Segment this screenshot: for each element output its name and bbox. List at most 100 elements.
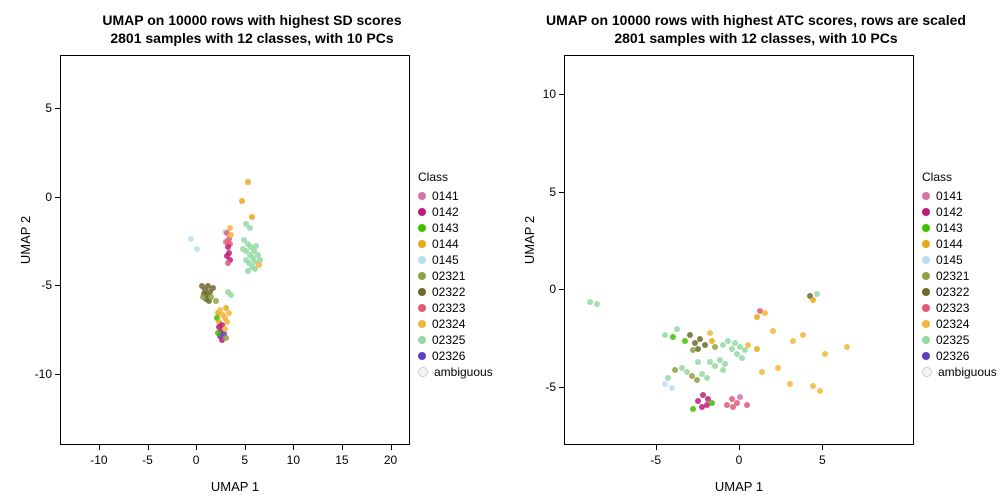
scatter-point <box>744 402 750 408</box>
legend-swatch <box>922 288 930 296</box>
scatter-point <box>674 326 680 332</box>
legend-item: 02325 <box>418 332 493 348</box>
legend-label: 0141 <box>936 189 963 203</box>
scatter-point <box>790 338 796 344</box>
xtick-mark <box>656 445 657 450</box>
legend-item: 02326 <box>922 348 997 364</box>
legend-label: 0141 <box>432 189 459 203</box>
scatter-point <box>223 335 229 341</box>
scatter-point <box>814 291 820 297</box>
scatter-point <box>662 381 668 387</box>
legend-item: 02324 <box>418 316 493 332</box>
scatter-point <box>682 338 688 344</box>
ytick-mark <box>55 285 60 286</box>
legend-label: ambiguous <box>938 365 997 379</box>
legend-swatch <box>418 304 426 312</box>
scatter-point <box>762 310 768 316</box>
xtick-mark <box>196 445 197 450</box>
scatter-point <box>800 332 806 338</box>
legend-swatch <box>922 352 930 360</box>
scatter-point <box>253 243 259 249</box>
legend-item: 0142 <box>418 204 493 220</box>
legend-item: 02322 <box>418 284 493 300</box>
scatter-point <box>770 328 776 334</box>
legend-label: 0143 <box>936 221 963 235</box>
title-left-line1: UMAP on 10000 rows with highest SD score… <box>0 12 504 28</box>
legend-swatch <box>922 304 930 312</box>
ytick-mark <box>559 192 564 193</box>
scatter-point <box>699 404 705 410</box>
xtick-label: -5 <box>650 453 661 467</box>
scatter-point <box>720 367 726 373</box>
ytick-mark <box>559 289 564 290</box>
scatter-point <box>695 359 701 365</box>
xtick-label: 5 <box>819 453 826 467</box>
xtick-mark <box>99 445 100 450</box>
scatter-point <box>662 332 668 338</box>
scatter-point <box>725 338 731 344</box>
ylabel-right: UMAP 2 <box>522 200 537 280</box>
legend-label: 02323 <box>936 301 969 315</box>
scatter-point <box>709 400 715 406</box>
ytick-label: 5 <box>534 185 556 199</box>
legend-swatch <box>922 192 930 200</box>
legend-label: 0145 <box>432 253 459 267</box>
legend-label: 02321 <box>432 269 465 283</box>
legend-item: 02325 <box>922 332 997 348</box>
legend-label: 0142 <box>936 205 963 219</box>
scatter-point <box>754 314 760 320</box>
scatter-point <box>215 330 221 336</box>
legend-label: 02325 <box>432 333 465 347</box>
ytick-label: 5 <box>30 101 52 115</box>
scatter-point <box>687 332 693 338</box>
legend-item: 0144 <box>922 236 997 252</box>
ytick-mark <box>55 108 60 109</box>
scatter-point <box>690 347 696 353</box>
legend-label: 02324 <box>432 317 465 331</box>
xlabel-right: UMAP 1 <box>564 479 914 494</box>
legend-swatch <box>922 208 930 216</box>
legend-swatch <box>922 240 930 248</box>
scatter-point <box>702 342 708 348</box>
scatter-point <box>694 377 700 383</box>
legend-item: 0145 <box>922 252 997 268</box>
legend-swatch <box>418 224 426 232</box>
scatter-point <box>745 342 751 348</box>
legend-item: ambiguous <box>418 364 493 380</box>
scatter-point <box>239 198 245 204</box>
legend-swatch <box>922 224 930 232</box>
xtick-label: 0 <box>193 453 200 467</box>
legend-swatch <box>418 272 426 280</box>
ytick-mark <box>55 374 60 375</box>
xtick-label: -5 <box>142 453 153 467</box>
legend-swatch <box>418 288 426 296</box>
scatter-point <box>775 365 781 371</box>
title-right-line1: UMAP on 10000 rows with highest ATC scor… <box>504 12 1008 28</box>
xtick-label: 0 <box>736 453 743 467</box>
legend-swatch <box>418 256 426 264</box>
scatter-point <box>222 326 228 332</box>
legend-swatch <box>418 208 426 216</box>
scatter-point <box>670 334 676 340</box>
scatter-point <box>226 310 232 316</box>
scatter-point <box>690 406 696 412</box>
scatter-point <box>730 404 736 410</box>
ytick-mark <box>559 94 564 95</box>
legend-swatch <box>418 192 426 200</box>
scatter-point <box>739 355 745 361</box>
legend-item: 02324 <box>922 316 997 332</box>
scatter-point <box>712 344 718 350</box>
xtick-label: 5 <box>241 453 248 467</box>
ytick-label: 0 <box>534 282 556 296</box>
scatter-point <box>704 375 710 381</box>
legend-swatch <box>922 320 930 328</box>
legend-label: 02322 <box>936 285 969 299</box>
scatter-point <box>213 298 219 304</box>
legend-item: ambiguous <box>922 364 997 380</box>
legend-item: 02326 <box>418 348 493 364</box>
title-left-line2: 2801 samples with 12 classes, with 10 PC… <box>0 30 504 46</box>
scatter-point <box>240 246 246 252</box>
legend-right: Class 0141014201430144014502321023220232… <box>922 170 997 380</box>
scatter-point <box>245 268 251 274</box>
ytick-mark <box>55 197 60 198</box>
